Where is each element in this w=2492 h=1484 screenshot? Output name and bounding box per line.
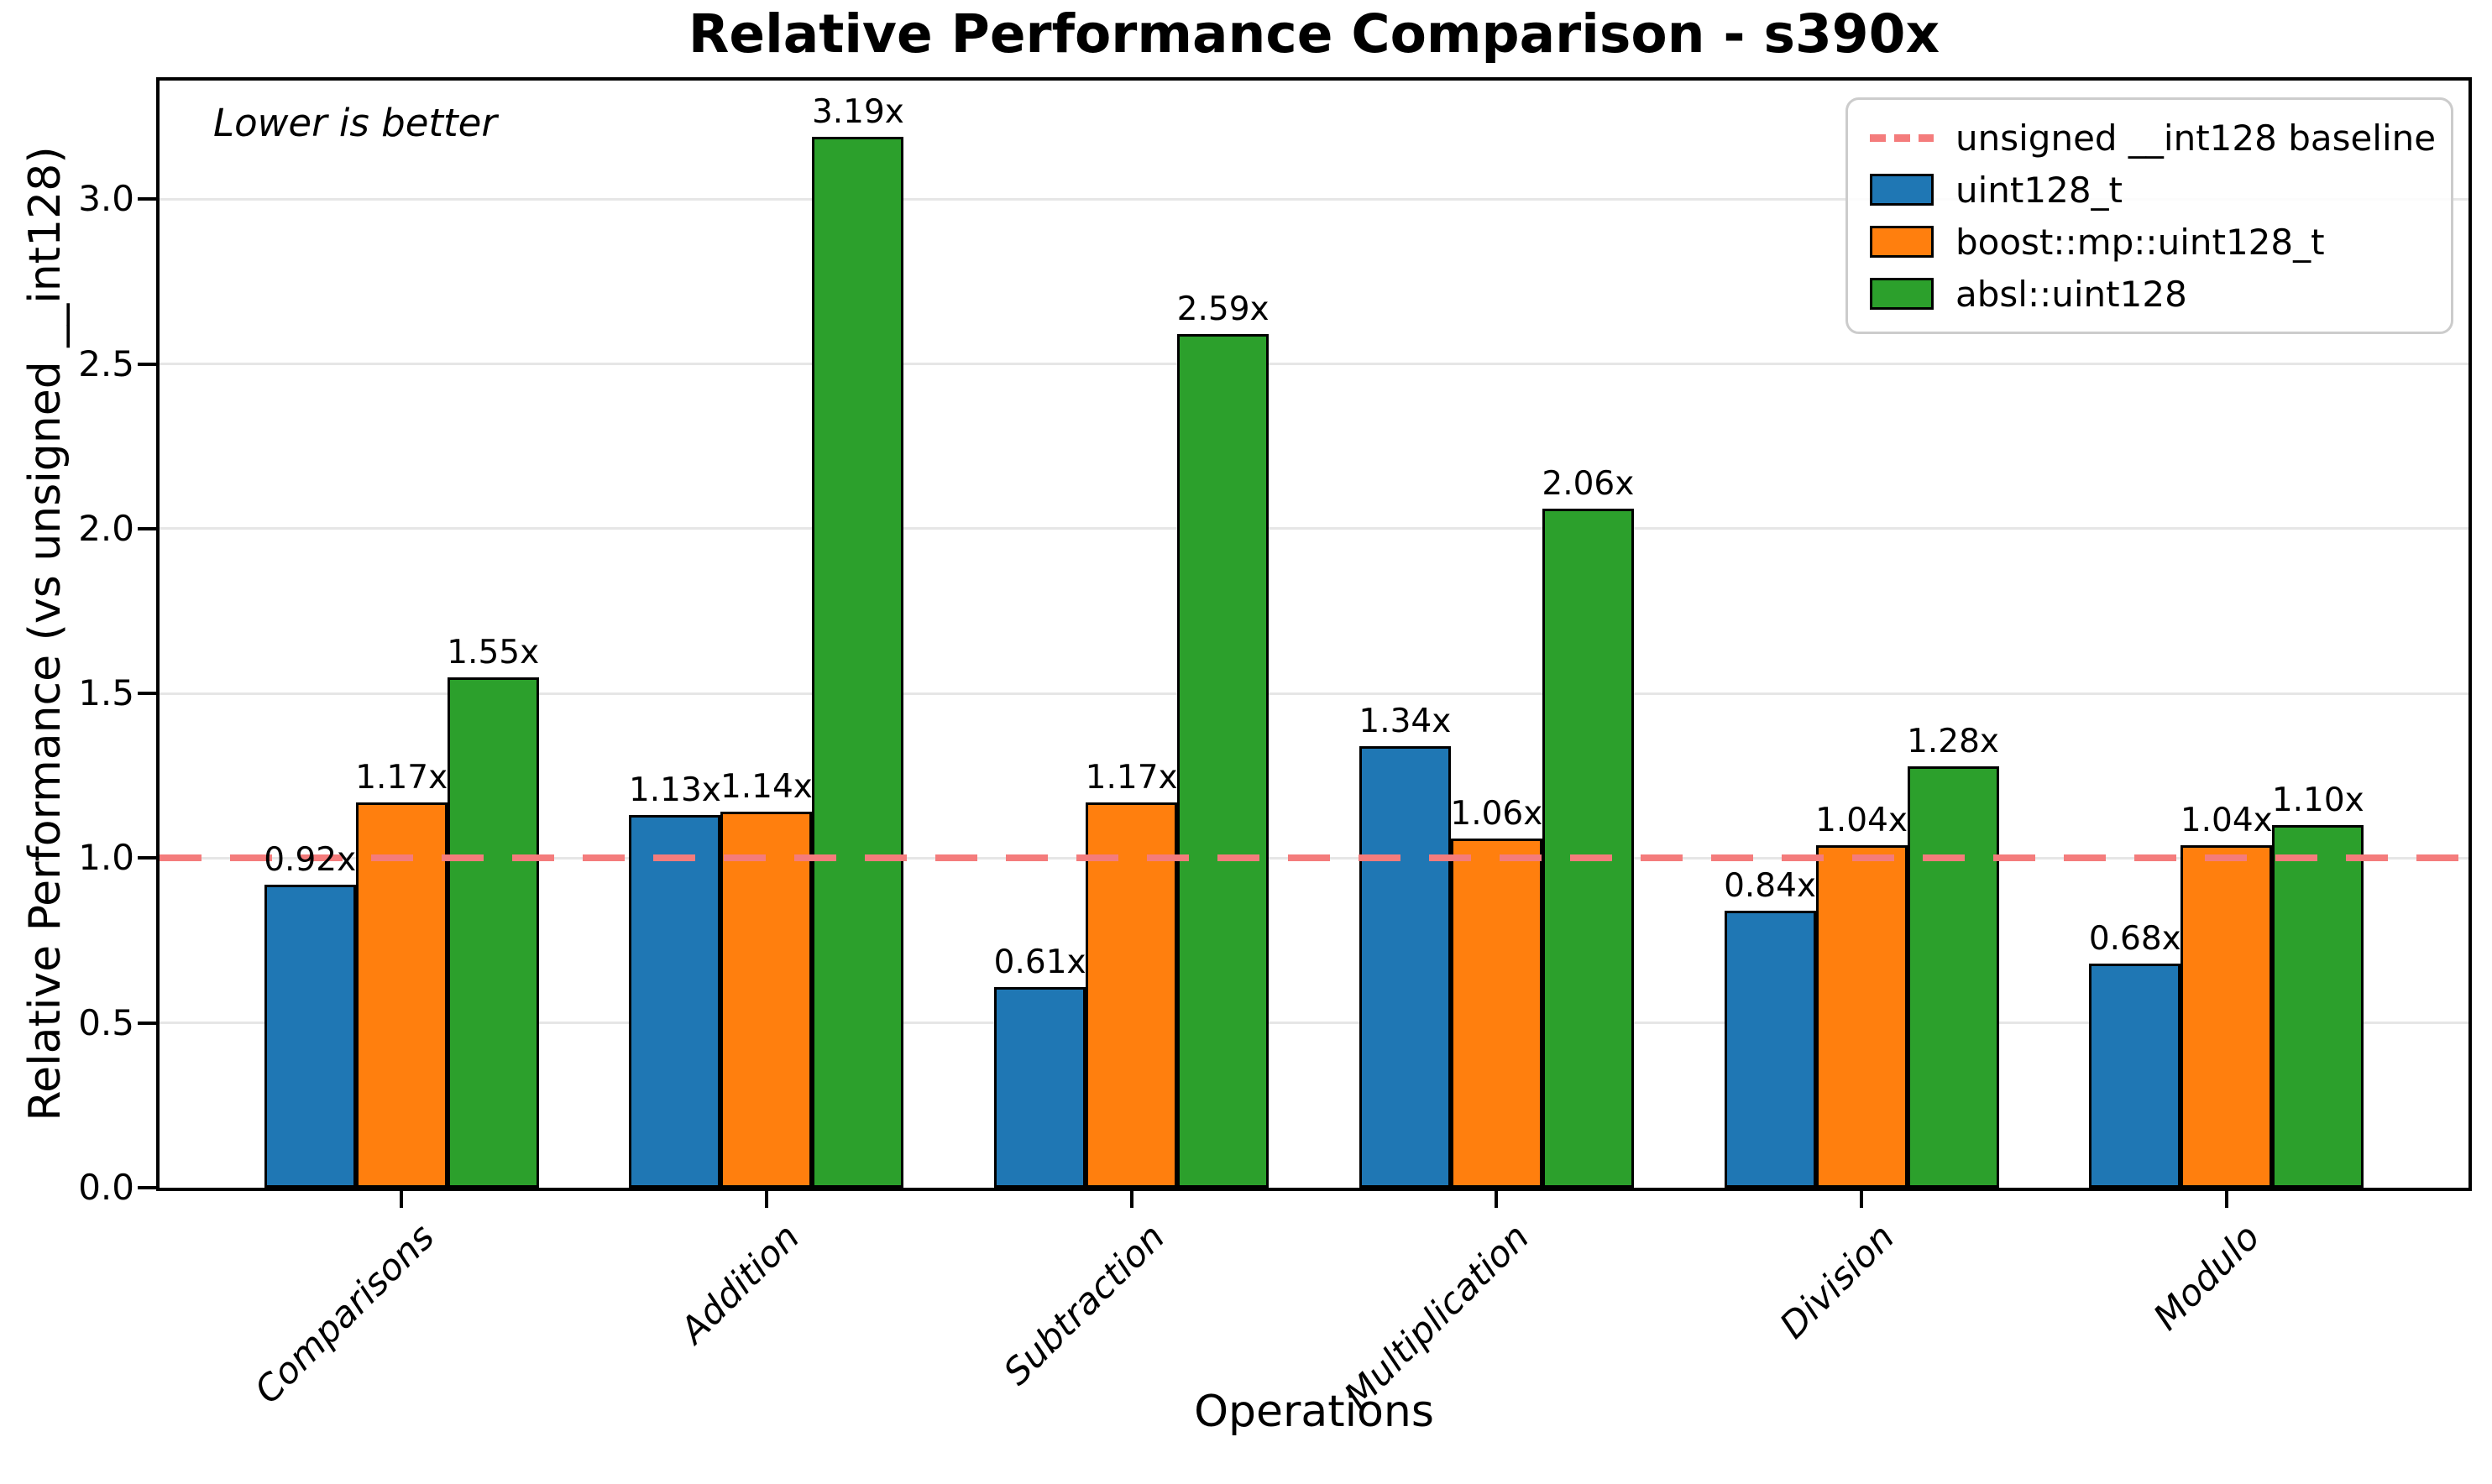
y-tick-label: 0.0 — [78, 1167, 134, 1208]
bar-value-label: 1.06x — [1450, 794, 1543, 833]
bar-boost::mp::uint128_t-Multiplication — [1450, 838, 1542, 1188]
legend-label: uint128_t — [1955, 169, 2123, 211]
bar-boost::mp::uint128_t-Modulo — [2180, 844, 2273, 1188]
bar-uint128_t-Comparisons — [264, 884, 356, 1188]
legend-label: absl::uint128 — [1955, 273, 2187, 315]
y-axis-tick — [138, 197, 156, 201]
bar-value-label: 1.28x — [1907, 722, 2000, 760]
bar-value-label: 1.10x — [2271, 781, 2364, 820]
legend-label: unsigned __int128 baseline — [1955, 117, 2437, 159]
gridline — [160, 692, 2468, 695]
y-tick-label: 1.5 — [78, 672, 134, 714]
chart-title: Relative Performance Comparison - s390x — [688, 3, 1940, 65]
legend-item-baseline: unsigned __int128 baseline — [1870, 112, 2436, 164]
y-tick-label: 3.0 — [78, 178, 134, 220]
y-axis-tick — [138, 692, 156, 696]
bar-value-label: 0.61x — [993, 943, 1086, 981]
bar-value-label: 1.34x — [1359, 702, 1452, 740]
bar-value-label: 3.19x — [811, 92, 904, 131]
bar-uint128_t-Division — [1724, 911, 1816, 1188]
bar-absl::uint128-Division — [1907, 766, 1999, 1188]
bar-uint128_t-Modulo — [2089, 964, 2181, 1188]
bar-value-label: 2.59x — [1176, 290, 1270, 329]
color-patch-swatch — [1870, 278, 1934, 310]
legend: unsigned __int128 baseline uint128_t boo… — [1845, 97, 2453, 334]
bar-absl::uint128-Modulo — [2272, 825, 2364, 1188]
bar-boost::mp::uint128_t-Comparisons — [355, 802, 448, 1188]
x-tick-label: Subtraction — [995, 1216, 1173, 1394]
legend-item-uint128-t: uint128_t — [1870, 164, 2429, 216]
gridline — [160, 1022, 2468, 1025]
bar-absl::uint128-Comparisons — [447, 677, 539, 1188]
y-axis-tick — [138, 526, 156, 530]
legend-item-boost-mp-uint128-t: boost::mp::uint128_t — [1870, 216, 2429, 268]
bar-uint128_t-Multiplication — [1359, 745, 1451, 1188]
dashed-line-swatch — [1870, 133, 1934, 142]
bar-value-label: 2.06x — [1542, 465, 1635, 504]
y-tick-label: 2.0 — [78, 507, 134, 549]
x-axis-tick — [764, 1191, 768, 1208]
bar-absl::uint128-Addition — [812, 136, 904, 1188]
x-tick-label: Division — [1772, 1216, 1903, 1347]
y-tick-label: 2.5 — [78, 342, 134, 384]
y-axis-tick — [138, 362, 156, 366]
color-patch-swatch — [1870, 174, 1934, 206]
x-tick-label: Multiplication — [1337, 1216, 1538, 1418]
bar-value-label: 1.17x — [355, 758, 448, 797]
y-axis-tick — [138, 1186, 156, 1189]
x-tick-label: Addition — [672, 1216, 809, 1352]
y-axis-tick — [138, 1021, 156, 1025]
bar-boost::mp::uint128_t-Subtraction — [1086, 802, 1178, 1188]
x-tick-label: Modulo — [2145, 1216, 2269, 1339]
y-tick-label: 1.0 — [78, 837, 134, 879]
y-tick-label: 0.5 — [78, 1001, 134, 1043]
gridline — [160, 363, 2468, 366]
bar-value-label: 0.92x — [264, 840, 357, 879]
legend-label: boost::mp::uint128_t — [1955, 221, 2325, 263]
bar-value-label: 1.55x — [447, 633, 540, 671]
x-axis-tick — [400, 1191, 404, 1208]
x-axis-tick — [1129, 1191, 1133, 1208]
bar-uint128_t-Addition — [629, 815, 721, 1188]
bar-absl::uint128-Subtraction — [1177, 334, 1270, 1188]
bar-value-label: 1.14x — [720, 768, 813, 807]
bar-absl::uint128-Multiplication — [1542, 509, 1634, 1188]
y-axis-tick — [138, 856, 156, 860]
bar-value-label: 1.17x — [1085, 758, 1178, 797]
color-patch-swatch — [1870, 226, 1934, 258]
gridline — [160, 197, 2468, 201]
bar-value-label: 0.68x — [2088, 920, 2181, 959]
bar-value-label: 0.84x — [1724, 867, 1817, 906]
baseline-line — [160, 854, 2468, 862]
annotation-lower-is-better: Lower is better — [213, 101, 497, 145]
bar-value-label: 1.04x — [1815, 801, 1908, 839]
legend-item-absl-uint128: absl::uint128 — [1870, 268, 2429, 320]
bar-value-label: 1.04x — [2180, 801, 2273, 839]
x-axis-tick — [1495, 1191, 1499, 1208]
x-axis-tick — [2224, 1191, 2228, 1208]
x-tick-label: Comparisons — [247, 1216, 443, 1413]
bar-boost::mp::uint128_t-Addition — [720, 812, 813, 1188]
bar-boost::mp::uint128_t-Division — [1815, 844, 1908, 1188]
x-axis-label: Operations — [1194, 1387, 1434, 1437]
bar-value-label: 1.13x — [628, 771, 721, 810]
bar-uint128_t-Subtraction — [994, 986, 1086, 1188]
x-axis-tick — [1860, 1191, 1864, 1208]
gridline — [160, 527, 2468, 530]
